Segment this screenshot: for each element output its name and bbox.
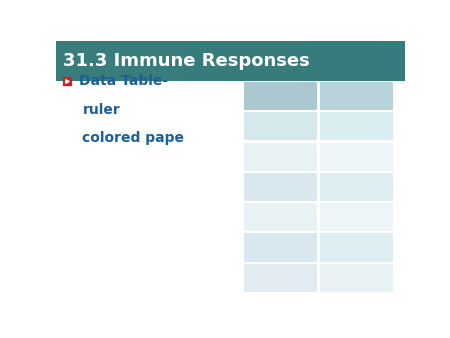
- Text: colored pape: colored pape: [82, 131, 184, 145]
- Bar: [320, 234, 393, 262]
- Text: Data Table-: Data Table-: [79, 74, 168, 88]
- Text: 31.3 Immune Responses: 31.3 Immune Responses: [63, 52, 310, 70]
- Bar: [320, 203, 393, 232]
- Bar: [320, 112, 393, 141]
- Bar: [244, 264, 317, 292]
- Bar: [244, 82, 317, 110]
- Bar: [320, 264, 393, 292]
- Bar: [320, 143, 393, 171]
- Bar: [56, 41, 405, 81]
- Bar: [244, 112, 317, 141]
- Bar: [320, 82, 393, 110]
- Bar: [56, 81, 405, 301]
- Text: ruler: ruler: [82, 102, 120, 117]
- Bar: [244, 234, 317, 262]
- Bar: [244, 173, 317, 201]
- Bar: [320, 173, 393, 201]
- Bar: [244, 143, 317, 171]
- Bar: [244, 203, 317, 232]
